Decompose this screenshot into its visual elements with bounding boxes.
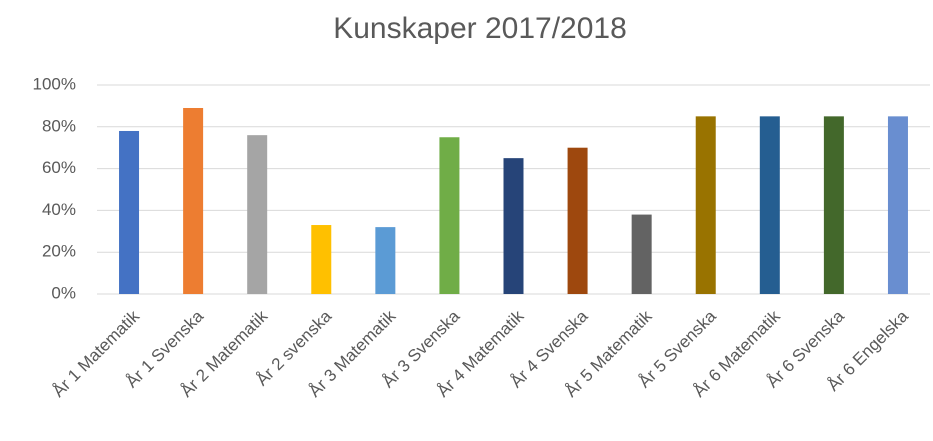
y-tick-label: 20% [42, 242, 76, 261]
x-tick-label: År 1 Matematik [49, 306, 144, 401]
y-tick-label: 0% [51, 283, 76, 302]
bar [823, 116, 844, 294]
y-tick-label: 40% [42, 200, 76, 219]
y-tick-label: 100% [33, 74, 76, 93]
bar [247, 135, 268, 294]
bar [759, 116, 780, 294]
bar [503, 158, 524, 294]
bar [119, 130, 140, 294]
y-tick-label: 60% [42, 158, 76, 177]
bar [439, 137, 460, 294]
bar [567, 147, 588, 294]
bar [695, 116, 716, 294]
y-tick-label: 80% [42, 116, 76, 135]
bar [375, 227, 396, 294]
bar [311, 225, 332, 294]
bar [887, 116, 908, 294]
bar [183, 107, 204, 295]
bar [631, 214, 652, 294]
chart-title: Kunskaper 2017/2018 [333, 12, 627, 45]
